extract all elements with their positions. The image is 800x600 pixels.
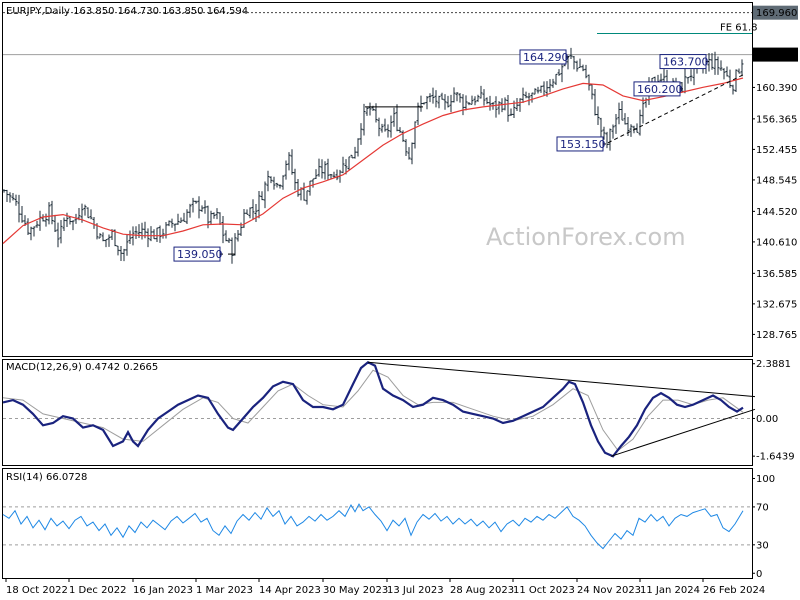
price-axis-tick: 132.675 bbox=[756, 299, 797, 310]
price-panel-frame bbox=[2, 2, 753, 357]
x-axis-tick-label: 24 Nov 2023 bbox=[577, 585, 641, 596]
price-annotation-label: 164.290 bbox=[523, 51, 569, 64]
price-layer: FE 61.8 164.290 163.700 160.200 153.150 139.0… bbox=[2, 5, 798, 341]
x-axis-tick-label: 1 Dec 2022 bbox=[69, 585, 127, 596]
x-axis-tick-label: 13 Jul 2023 bbox=[387, 585, 444, 596]
price-axis-tick: 152.455 bbox=[756, 145, 797, 156]
price-panel-title: EURJPY,Daily 163.850 164.730 163.850 164… bbox=[6, 6, 248, 17]
price-axis-tick: 160.390 bbox=[756, 83, 797, 94]
moving-average-line bbox=[2, 77, 744, 244]
x-axis-tick-label: 11 Jan 2024 bbox=[640, 585, 700, 596]
macd-trendline bbox=[610, 408, 756, 457]
macd-signal-line bbox=[2, 369, 744, 452]
price-annotation: 139.050 bbox=[173, 246, 223, 262]
price-axis-tick: 136.585 bbox=[756, 269, 797, 280]
x-axis-tick-label: 16 Jan 2023 bbox=[133, 585, 193, 596]
x-axis-tick-label: 18 Oct 2022 bbox=[6, 585, 68, 596]
watermark: ActionForex.com bbox=[486, 223, 686, 251]
price-annotation: 153.150 bbox=[556, 136, 606, 152]
rsi-panel-title: RSI(14) 66.0728 bbox=[6, 472, 87, 483]
rsi-line bbox=[2, 503, 744, 550]
macd-axis-tick: 0.00 bbox=[756, 414, 778, 425]
price-axis-tick: 128.765 bbox=[756, 330, 797, 341]
last-price-tag-label: 164.594 bbox=[756, 50, 797, 61]
macd-panel-title: MACD(12,26,9) 0.4742 0.2665 bbox=[6, 362, 158, 373]
rsi-axis-tick: 100 bbox=[756, 474, 775, 485]
macd-trendline bbox=[367, 361, 756, 398]
macd-line bbox=[2, 361, 744, 458]
macd-axis-tick: 2.3881 bbox=[756, 359, 791, 370]
x-axis-tick-label: 26 Feb 2024 bbox=[703, 585, 765, 596]
resistance-tag bbox=[753, 5, 798, 20]
resistance-tag-label: 169.960 bbox=[756, 8, 797, 19]
rsi-axis-tick: 0 bbox=[756, 569, 762, 580]
rsi-panel-frame bbox=[2, 468, 753, 579]
ohlc-bars bbox=[2, 47, 744, 264]
axis-layer: 18 Oct 2022 1 Dec 2022 16 Jan 2023 1 Mar 20… bbox=[5, 578, 765, 596]
price-annotation: 160.200 bbox=[633, 81, 683, 97]
macd-panel-frame bbox=[2, 359, 753, 466]
x-axis-tick-label: 30 May 2023 bbox=[323, 585, 388, 596]
rsi-axis-tick: 30 bbox=[756, 540, 769, 551]
x-axis-tick-label: 11 Oct 2023 bbox=[513, 585, 575, 596]
x-axis-tick-label: 1 Mar 2023 bbox=[196, 585, 253, 596]
price-axis-tick: 140.610 bbox=[756, 237, 797, 248]
price-axis-tick: 148.545 bbox=[756, 175, 797, 186]
price-axis-tick: 156.365 bbox=[756, 114, 797, 125]
price-annotation-label: 153.150 bbox=[560, 138, 606, 151]
price-annotation: 164.290 bbox=[519, 49, 569, 65]
price-annotation-label: 139.050 bbox=[177, 248, 223, 261]
x-axis-tick-label: 14 Apr 2023 bbox=[259, 585, 321, 596]
macd-layer: 2.3881 0.00 -1.6439 bbox=[2, 359, 795, 463]
price-axis-tick: 144.520 bbox=[756, 207, 797, 218]
price-annotation-label: 163.700 bbox=[663, 56, 709, 69]
rsi-axis-tick: 70 bbox=[756, 502, 769, 513]
last-price-tag bbox=[753, 47, 798, 62]
rsi-layer: 100 70 30 0 bbox=[2, 474, 775, 580]
macd-axis-tick: -1.6439 bbox=[756, 452, 795, 463]
price-annotation-label: 160.200 bbox=[637, 83, 683, 96]
fe-label: FE 61.8 bbox=[720, 22, 758, 33]
price-annotation: 163.700 bbox=[659, 54, 709, 70]
x-axis-tick-label: 28 Aug 2023 bbox=[450, 585, 514, 596]
